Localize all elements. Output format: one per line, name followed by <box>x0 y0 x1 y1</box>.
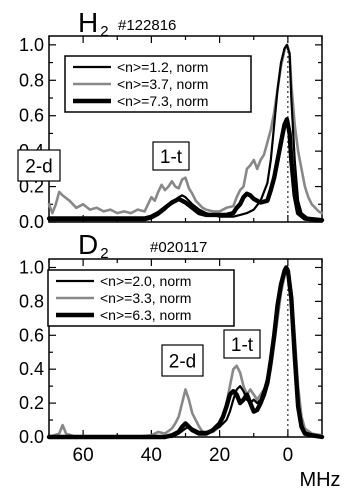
y-tick-label: 0.8 <box>19 291 44 311</box>
y-tick-label: 1.0 <box>19 257 44 277</box>
y-tick-label: 0.6 <box>19 325 44 345</box>
peak-label: 1-t <box>231 335 254 356</box>
chart-panel-1: 0.00.20.40.60.81.0H2#1228162-d1-t<n>=1.2… <box>17 7 325 232</box>
series-line-3 <box>46 117 325 223</box>
y-tick-label: 0.4 <box>19 359 44 379</box>
legend-label: <n>=1.2, norm <box>117 59 208 75</box>
legend-label: <n>=2.0, norm <box>100 273 191 289</box>
y-tick-label: 0.8 <box>19 70 44 90</box>
y-tick-label: 0.0 <box>19 212 44 232</box>
legend: <n>=2.0, norm<n>=3.3, norm<n>=6.3, norm <box>47 269 235 327</box>
series-line-3 <box>46 265 325 440</box>
y-tick-label: 1.0 <box>19 35 44 55</box>
x-tick-label: 20 <box>209 445 230 466</box>
legend: <n>=1.2, norm<n>=3.7, norm<n>=7.3, norm <box>64 55 252 113</box>
peak-label-box <box>152 141 190 171</box>
shot-number: #020117 <box>150 239 207 256</box>
shot-number: #122816 <box>118 17 176 34</box>
species-subscript: 2 <box>100 245 108 262</box>
legend-label: <n>=3.3, norm <box>100 290 191 306</box>
species-letter: D <box>78 229 98 260</box>
species-subscript: 2 <box>100 23 108 40</box>
y-tick-label: 0.0 <box>19 427 44 447</box>
peak-label-box <box>223 329 261 359</box>
legend-label: <n>=7.3, norm <box>117 93 208 109</box>
y-tick-label: 0.2 <box>19 393 44 413</box>
y-tick-label: 0.6 <box>19 106 44 126</box>
x-tick-label: 0 <box>283 445 294 466</box>
x-tick-label: 40 <box>141 445 162 466</box>
peak-label-box <box>17 149 61 182</box>
species-letter: H <box>78 7 98 38</box>
peak-label: 2-d <box>169 352 196 373</box>
legend-label: <n>=3.7, norm <box>117 76 208 92</box>
peak-label-box <box>161 344 204 377</box>
legend-label: <n>=6.3, norm <box>100 307 191 323</box>
peak-label: 1-t <box>160 147 183 168</box>
peak-label: 2-d <box>25 157 52 178</box>
x-axis-label: MHz <box>299 469 340 491</box>
x-tick-label: 60 <box>73 445 94 466</box>
